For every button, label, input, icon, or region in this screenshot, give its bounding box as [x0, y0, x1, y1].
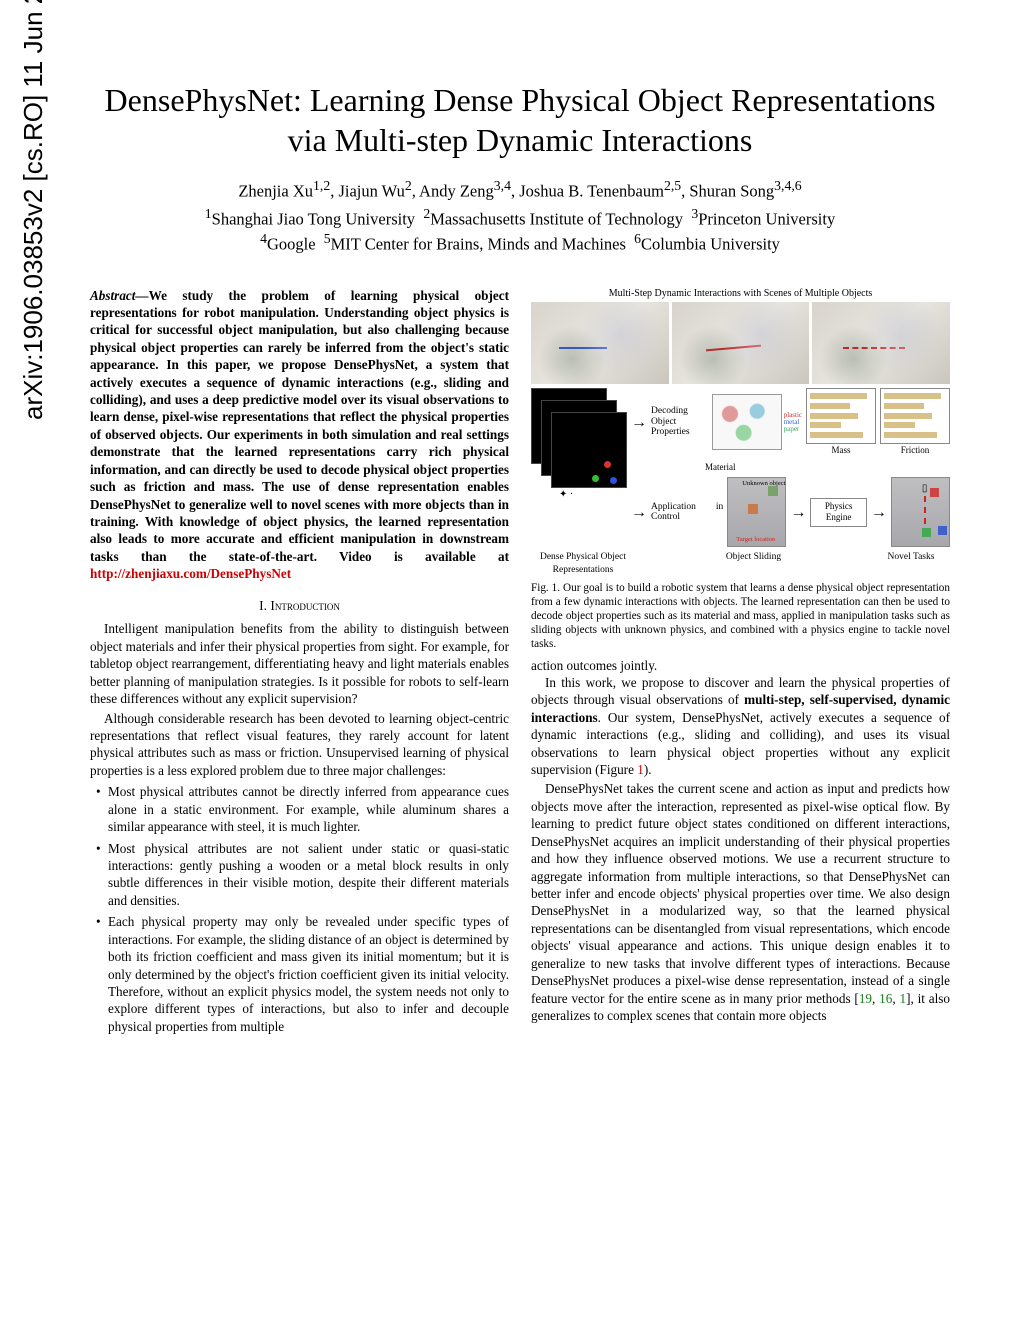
figure-bottom-labels: Dense Physical Object Representations Ob…	[531, 551, 950, 576]
decode-label: Decoding Object Properties	[651, 406, 708, 437]
arxiv-stamp: arXiv:1906.03853v2 [cs.RO] 11 Jun 2019	[18, 0, 49, 420]
affiliations-line-2: 4Google 5MIT Center for Brains, Minds an…	[90, 231, 950, 255]
figure-top-title: Multi-Step Dynamic Interactions with Sce…	[531, 287, 950, 300]
list-item: Most physical attributes are not salient…	[96, 840, 509, 910]
sliding-scene: Unknown object Target location	[727, 477, 786, 547]
robot-photo-2	[672, 302, 810, 384]
citation-ref[interactable]: 19	[859, 991, 872, 1006]
novel-task-scene: ▯	[891, 477, 950, 547]
text-span: DensePhysNet takes the current scene and…	[531, 781, 950, 1005]
figure-diagram-row: ✦ · → Decoding Object Properties plastic…	[531, 388, 950, 548]
affiliations-line-1: 1Shanghai Jiao Tong University 2Massachu…	[90, 206, 950, 230]
citation-ref[interactable]: 16	[879, 991, 892, 1006]
left-column: Abstract—We study the problem of learnin…	[90, 287, 509, 1040]
representation-stack: ✦ ·	[531, 388, 627, 498]
fig-label-novel: Novel Tasks	[872, 551, 950, 576]
authors-line: Zhenjia Xu1,2, Jiajun Wu2, Andy Zeng3,4,…	[90, 178, 950, 202]
physics-engine-box: Physics Engine	[810, 498, 866, 528]
col2-continuation: action outcomes jointly.	[531, 657, 950, 674]
abstract-text: We study the problem of learning physica…	[90, 288, 509, 564]
robot-photo-3	[812, 302, 950, 384]
list-item: Each physical property may only be revea…	[96, 913, 509, 1035]
abstract-block: Abstract—We study the problem of learnin…	[90, 287, 509, 583]
figure-1: Multi-Step Dynamic Interactions with Sce…	[531, 287, 950, 651]
intro-paragraph-2: Although considerable research has been …	[90, 710, 509, 780]
arrow-icon: →	[631, 412, 647, 433]
application-label: Application in Control	[651, 502, 723, 523]
legend-paper: paper	[784, 426, 802, 433]
robot-photo-1	[531, 302, 669, 384]
friction-bars	[880, 388, 950, 444]
video-link[interactable]: http://zhenjiaxu.com/DensePhysNet	[90, 566, 291, 581]
challenges-list: Most physical attributes cannot be direc…	[90, 783, 509, 1035]
figure-ref[interactable]: 1	[637, 762, 644, 777]
unknown-object-label: Unknown object	[742, 480, 785, 489]
figure-photo-row	[531, 302, 950, 384]
figure-1-caption: Fig. 1. Our goal is to build a robotic s…	[531, 581, 950, 651]
list-item: Most physical attributes cannot be direc…	[96, 783, 509, 835]
material-caption: Material	[705, 462, 950, 474]
intro-paragraph-1: Intelligent manipulation benefits from t…	[90, 620, 509, 707]
col2-paragraph-1: In this work, we propose to discover and…	[531, 674, 950, 779]
mass-bars	[806, 388, 876, 444]
text-span: ).	[644, 762, 652, 777]
col2-paragraph-2: DensePhysNet takes the current scene and…	[531, 780, 950, 1024]
two-column-layout: Abstract—We study the problem of learnin…	[90, 287, 950, 1040]
abstract-label: Abstract—	[90, 288, 149, 303]
arrow-icon: →	[631, 502, 647, 523]
fig-label-representations: Dense Physical Object Representations	[531, 551, 635, 576]
figure-number: Fig. 1.	[531, 582, 563, 594]
fig-label-sliding: Object Sliding	[635, 551, 872, 576]
mass-caption: Mass	[806, 445, 876, 457]
section-1-heading: I. Introduction	[90, 597, 509, 615]
arrow-icon: →	[871, 502, 887, 523]
tsne-plot	[712, 394, 782, 450]
paper-title: DensePhysNet: Learning Dense Physical Ob…	[90, 80, 950, 160]
material-legend: plastic metal paper	[784, 412, 802, 433]
target-location-label: Target location	[736, 536, 775, 545]
right-column: Multi-Step Dynamic Interactions with Sce…	[531, 287, 950, 1040]
arrow-icon: →	[790, 502, 806, 523]
page-container: DensePhysNet: Learning Dense Physical Ob…	[0, 0, 1020, 1079]
figure-caption-text: Our goal is to build a robotic system th…	[531, 582, 950, 650]
figure-mid-column: → Decoding Object Properties plastic met…	[631, 388, 950, 548]
friction-caption: Friction	[880, 445, 950, 457]
